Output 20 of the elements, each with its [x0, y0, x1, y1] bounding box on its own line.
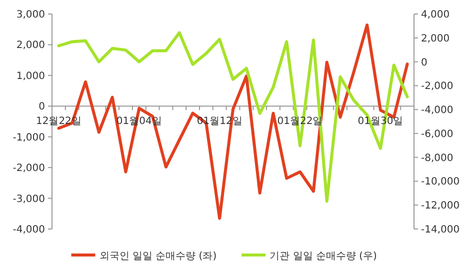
- y2-tick-label: -14,000: [421, 224, 460, 236]
- y-tick-label: -2,000: [12, 163, 45, 174]
- legend-label: 외국인 일일 순매수량 (좌): [99, 251, 217, 262]
- y2-tick-label: -8,000: [421, 152, 454, 164]
- y-tick-label: -1,000: [12, 132, 45, 144]
- y2-tick-label: -10,000: [421, 176, 460, 188]
- y2-tick-label: -4,000: [421, 105, 454, 116]
- legend-label: 기관 일일 순매수량 (우): [270, 251, 378, 262]
- y-tick-label: 0: [38, 102, 45, 113]
- y2-tick-label: -12,000: [421, 200, 460, 212]
- y-tick-label: -4,000: [12, 224, 45, 236]
- y-tick-label: -3,000: [12, 194, 45, 205]
- y2-tick-label: -2,000: [421, 81, 454, 92]
- y-tick-label: 1,000: [16, 70, 45, 82]
- y2-tick-label: 4,000: [421, 10, 450, 20]
- y2-tick-label: 2,000: [421, 33, 450, 44]
- y-tick-label: 3,000: [16, 10, 45, 20]
- y-tick-label: 2,000: [16, 40, 45, 52]
- y2-tick-label: 0: [421, 57, 428, 68]
- y2-tick-label: -6,000: [421, 128, 454, 140]
